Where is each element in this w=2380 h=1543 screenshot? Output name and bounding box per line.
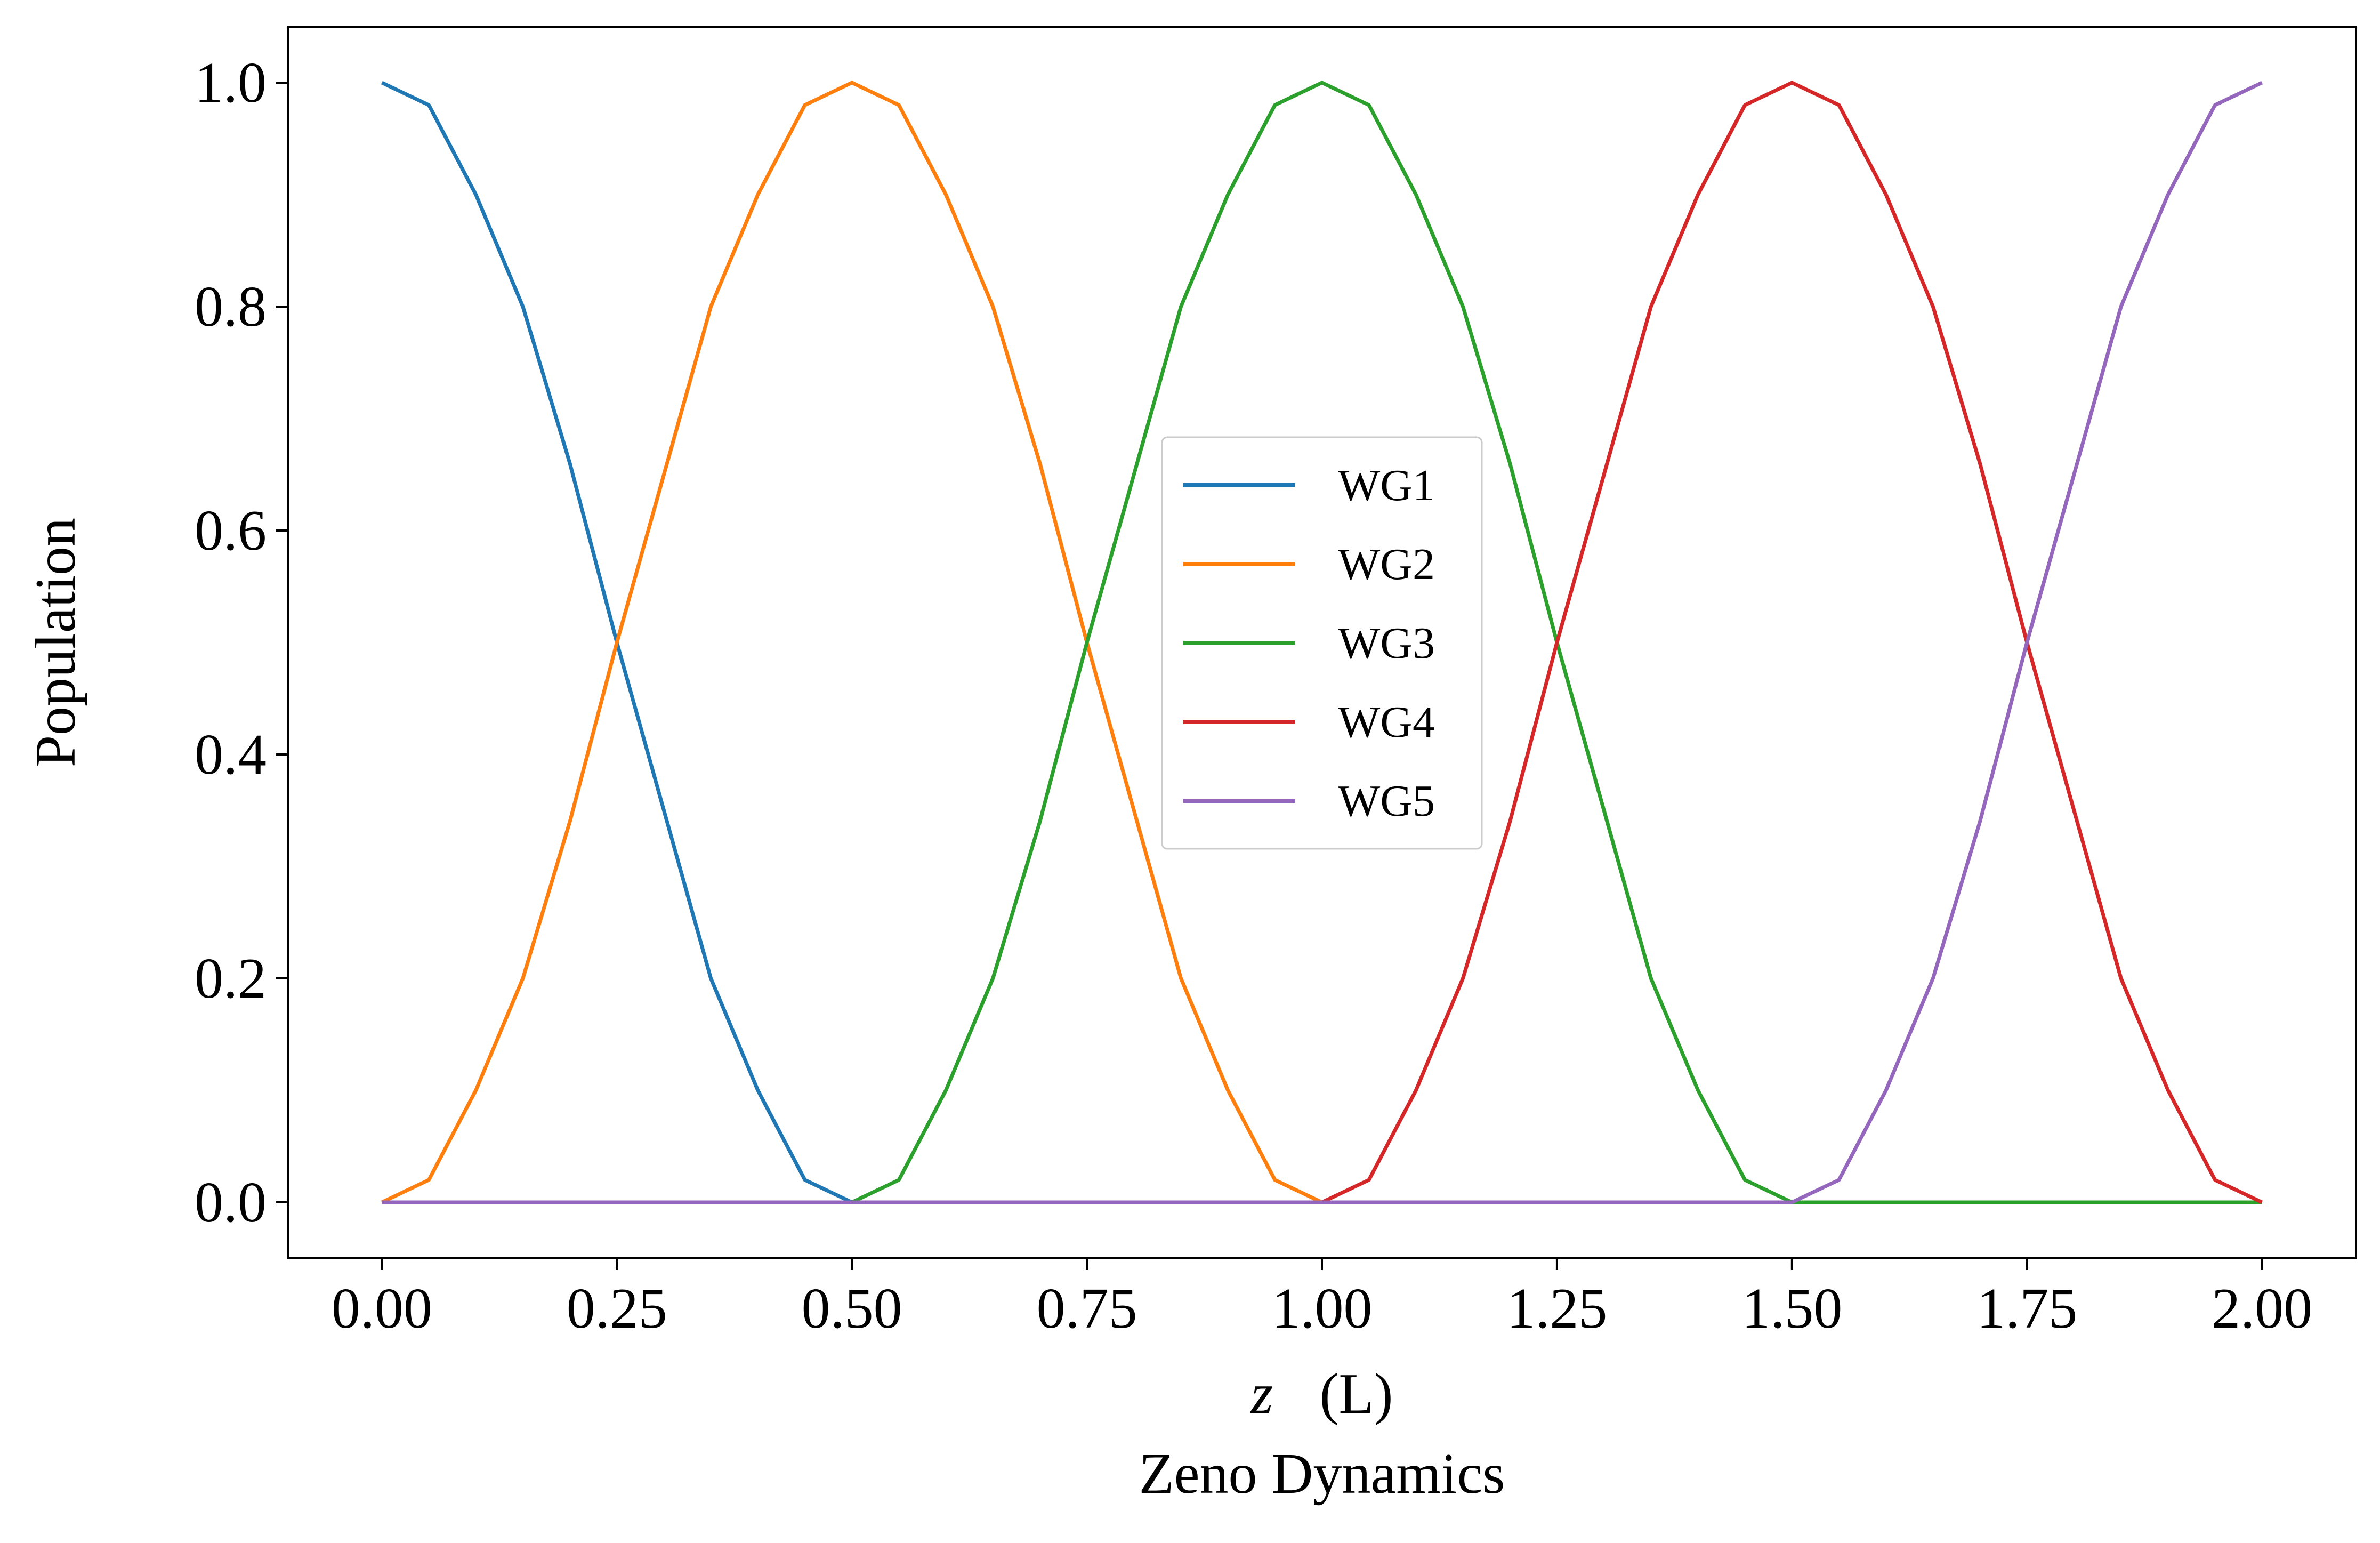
series-line-wg5: [382, 81, 2263, 1204]
legend-label-wg3: WG3: [1338, 618, 1435, 668]
series-line-wg3: [382, 81, 2262, 1204]
x-tick-label: 0.75: [1037, 1277, 1137, 1340]
x-tick-label: 1.50: [1741, 1277, 1842, 1340]
chart-caption: Zeno Dynamics: [1139, 1442, 1505, 1506]
y-axis-label: Population: [24, 518, 87, 767]
x-tick-label: 0.50: [802, 1277, 902, 1340]
y-tick-label: 0.6: [195, 499, 267, 562]
x-tick-label: 2.00: [2212, 1277, 2312, 1340]
legend-box: [1161, 436, 1483, 850]
y-tick-label: 0.2: [195, 947, 267, 1010]
x-tick-label: 0.25: [567, 1277, 667, 1340]
x-tick-label: 1.75: [1976, 1277, 2077, 1340]
y-tick-label: 1.0: [195, 51, 267, 115]
y-tick-label: 0.0: [195, 1171, 267, 1234]
x-tick-label: 0.00: [332, 1277, 432, 1340]
x-axis-label: z (L): [1250, 1362, 1393, 1426]
x-axis-label-var: z: [1250, 1362, 1273, 1426]
x-axis: 0.00 0.25 0.50 0.75 1.00 1.25 1.50 1.75 2.00: [332, 1258, 2312, 1340]
x-tick-label: 1.25: [1506, 1277, 1607, 1340]
y-tick-label: 0.8: [195, 275, 267, 339]
legend-label-wg1: WG1: [1338, 461, 1435, 510]
y-tick-label: 0.4: [195, 723, 267, 786]
legend-label-wg5: WG5: [1338, 776, 1435, 826]
x-axis-label-unit: (L): [1320, 1362, 1393, 1426]
series-layer: [381, 81, 2263, 1204]
legend-label-wg2: WG2: [1338, 540, 1435, 589]
series-line-wg4: [382, 81, 2263, 1204]
x-tick-label: 1.00: [1272, 1277, 1373, 1340]
legend-items: WG1 WG2 WG3 WG4 WG5: [1183, 461, 1435, 826]
legend-label-wg4: WG4: [1338, 697, 1435, 747]
legend: WG1 WG2 WG3 WG4 WG5: [1161, 436, 1483, 850]
y-axis: 0.0 0.2 0.4 0.6 0.8 1.0: [195, 51, 288, 1234]
